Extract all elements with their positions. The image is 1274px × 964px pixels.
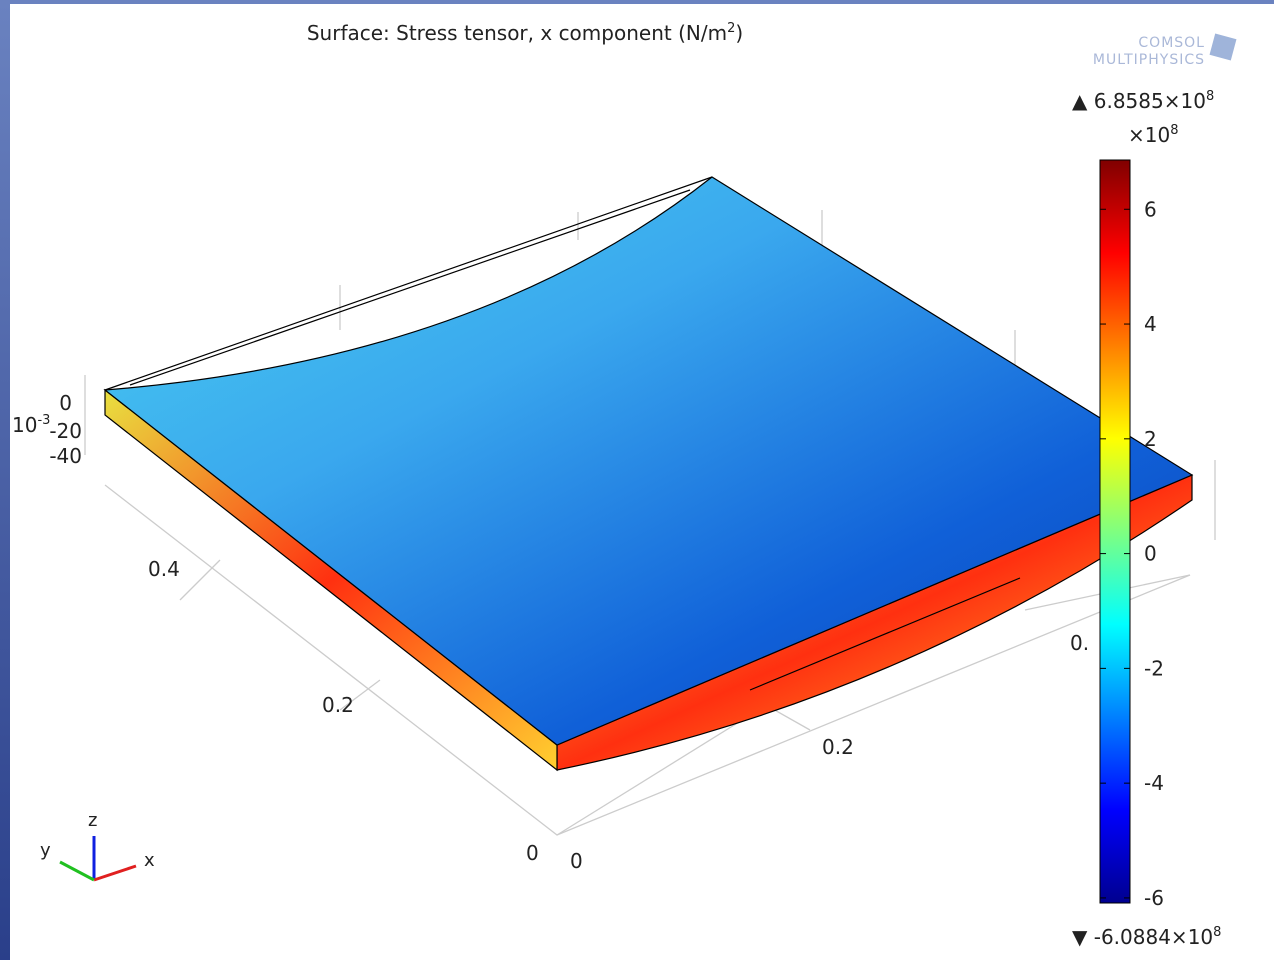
colorbar-tick-label: 0: [1144, 542, 1157, 566]
z-multiplier: 10-3: [12, 413, 50, 437]
triad-y: [59, 860, 95, 882]
x-tick-label: 0.: [1070, 631, 1089, 655]
window-frame: [0, 0, 1274, 4]
colorbar-gradient: [1099, 159, 1131, 904]
colorbar-tick-label: 2: [1144, 427, 1157, 451]
triad-x: [93, 864, 137, 882]
window-frame: [0, 0, 10, 960]
logo-icon: [1209, 33, 1237, 61]
x-tick-label: 0.2: [822, 735, 854, 759]
x-tick-label: 0: [570, 849, 583, 873]
triad-label: y: [40, 840, 51, 861]
y-tick-label: 0.2: [322, 693, 354, 717]
colorbar-tick-label: -6: [1144, 886, 1164, 910]
triad-label: x: [144, 850, 155, 871]
y-tick-label: 0.4: [148, 557, 180, 581]
colorbar-tick-label: -2: [1144, 656, 1164, 680]
y-tick-label: 0: [526, 841, 539, 865]
colorbar-max-label: ▲ 6.8585×108: [1072, 89, 1214, 113]
plot-title: Surface: Stress tensor, x component (N/m…: [307, 21, 743, 45]
logo-text: COMSOL: [1138, 35, 1205, 51]
triad-label: z: [88, 810, 97, 831]
plate: [103, 176, 1194, 772]
z-tick-label: -40: [49, 444, 82, 468]
colorbar-tick-label: -4: [1144, 771, 1164, 795]
z-tick-label: 0: [59, 391, 72, 415]
colorbar: [1099, 159, 1131, 904]
axis-triad: [59, 836, 137, 882]
colorbar-tick-label: 4: [1144, 312, 1157, 336]
colorbar-min-label: ▼ -6.0884×108: [1072, 925, 1221, 949]
logo-text: MULTIPHYSICS: [1093, 52, 1205, 68]
colorbar-tick-label: 6: [1144, 197, 1157, 221]
z-tick-label: -20: [49, 419, 82, 443]
colorbar-multiplier: ×108: [1128, 123, 1179, 147]
